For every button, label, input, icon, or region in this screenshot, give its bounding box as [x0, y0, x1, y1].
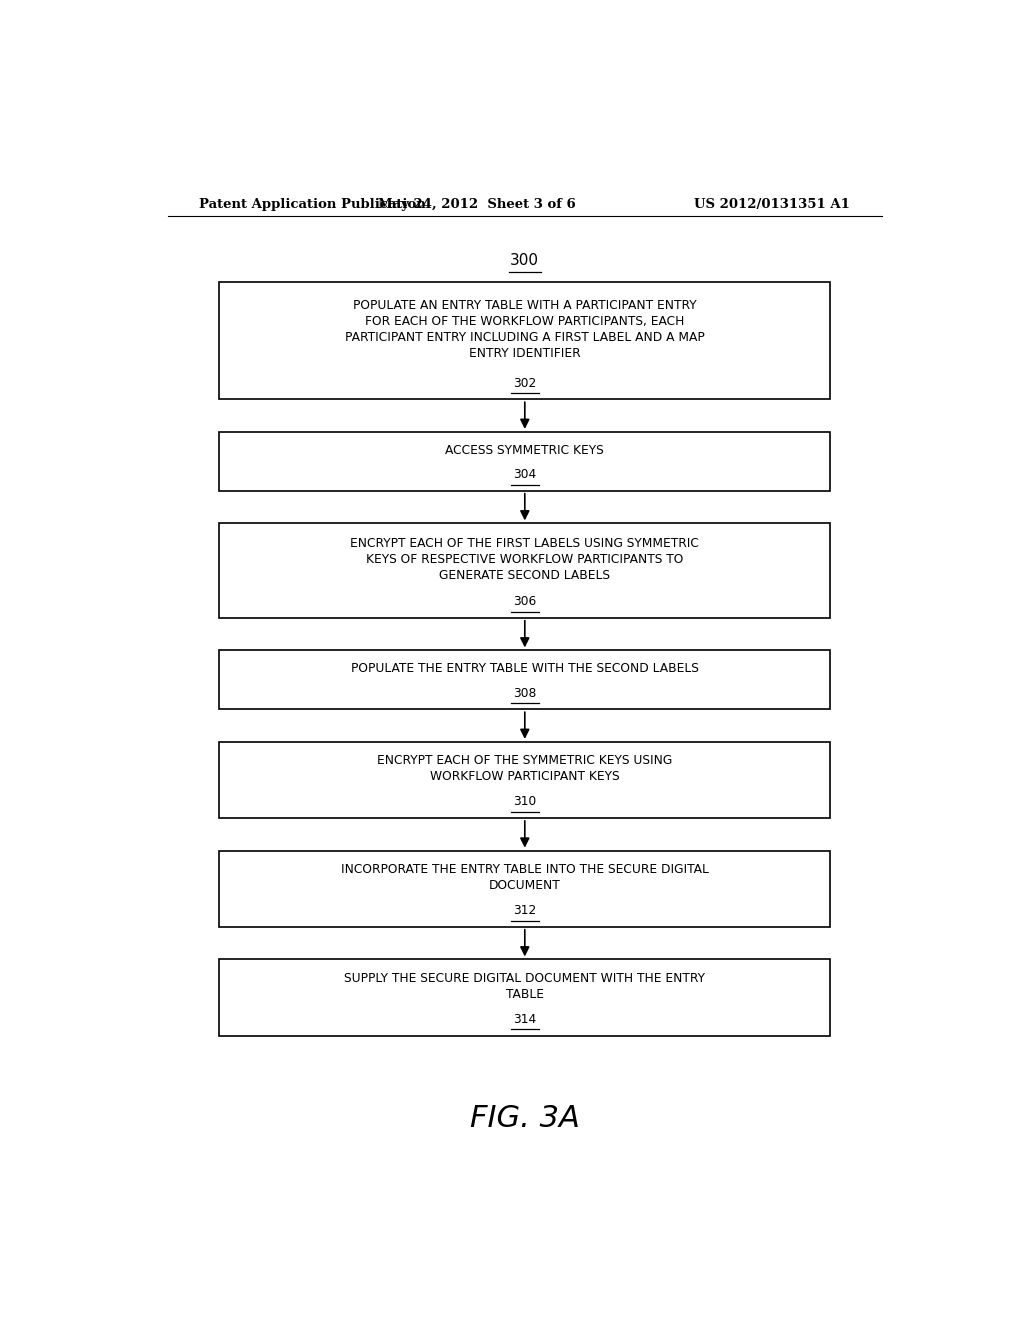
Bar — [219, 523, 830, 618]
Text: ENCRYPT EACH OF THE SYMMETRIC KEYS USING
WORKFLOW PARTICIPANT KEYS: ENCRYPT EACH OF THE SYMMETRIC KEYS USING… — [377, 754, 673, 783]
Text: 314: 314 — [513, 1012, 537, 1026]
Text: POPULATE THE ENTRY TABLE WITH THE SECOND LABELS: POPULATE THE ENTRY TABLE WITH THE SECOND… — [351, 663, 698, 675]
Text: ACCESS SYMMETRIC KEYS: ACCESS SYMMETRIC KEYS — [445, 444, 604, 457]
Text: 310: 310 — [513, 795, 537, 808]
Text: 300: 300 — [510, 252, 540, 268]
Text: May 24, 2012  Sheet 3 of 6: May 24, 2012 Sheet 3 of 6 — [378, 198, 577, 211]
Text: FIG. 3A: FIG. 3A — [470, 1105, 580, 1134]
Bar — [219, 850, 830, 927]
Text: 306: 306 — [513, 595, 537, 609]
Text: 312: 312 — [513, 904, 537, 917]
Text: 304: 304 — [513, 469, 537, 480]
Bar — [219, 651, 830, 709]
Text: POPULATE AN ENTRY TABLE WITH A PARTICIPANT ENTRY
FOR EACH OF THE WORKFLOW PARTIC: POPULATE AN ENTRY TABLE WITH A PARTICIPA… — [345, 300, 705, 360]
Text: 302: 302 — [513, 376, 537, 389]
Text: ENCRYPT EACH OF THE FIRST LABELS USING SYMMETRIC
KEYS OF RESPECTIVE WORKFLOW PAR: ENCRYPT EACH OF THE FIRST LABELS USING S… — [350, 537, 699, 582]
Bar — [219, 432, 830, 491]
Bar — [219, 960, 830, 1036]
Text: US 2012/0131351 A1: US 2012/0131351 A1 — [694, 198, 850, 211]
Text: 308: 308 — [513, 686, 537, 700]
Text: Patent Application Publication: Patent Application Publication — [200, 198, 426, 211]
Bar — [219, 742, 830, 818]
Bar — [219, 282, 830, 399]
Text: INCORPORATE THE ENTRY TABLE INTO THE SECURE DIGITAL
DOCUMENT: INCORPORATE THE ENTRY TABLE INTO THE SEC… — [341, 863, 709, 892]
Text: SUPPLY THE SECURE DIGITAL DOCUMENT WITH THE ENTRY
TABLE: SUPPLY THE SECURE DIGITAL DOCUMENT WITH … — [344, 972, 706, 1001]
